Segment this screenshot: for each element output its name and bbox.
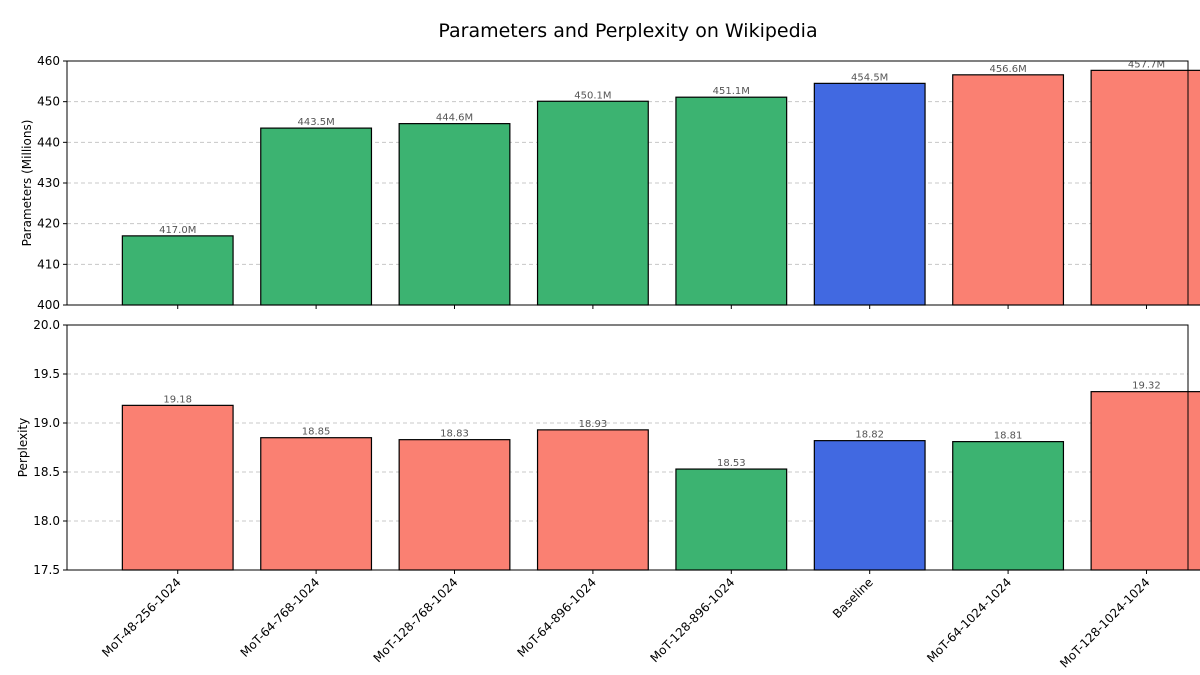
y-tick-label: 18.5 (33, 465, 60, 479)
y-tick-label: 18.0 (33, 514, 60, 528)
chart-panels: 400 410 420 430 440 450 460 417.0M 443.5M 444.6M 4… (16, 54, 1200, 671)
axes-frame (66, 324, 1189, 571)
bar-mot-48-256-1024 (121, 404, 234, 571)
y-tick-label: 400 (37, 298, 60, 312)
bar-value-label: 417.0M (159, 225, 196, 236)
bar-baseline (813, 440, 926, 571)
y-tick-label: 20.0 (33, 318, 60, 332)
bar-mot-48-256-1024 (121, 235, 234, 306)
bar-value-label: 18.53 (717, 458, 746, 469)
bar-mot-64-896-1024 (536, 100, 649, 306)
bar-value-label: 457.7M (1128, 59, 1165, 70)
y-axis-label: Perplexity (16, 418, 30, 478)
panel-2: 17.5 18.0 18.5 19.0 19.5 20.0 19.18 18.85 18.83 1… (16, 318, 1200, 577)
bar-baseline (813, 82, 926, 306)
x-tick-labels: MoT-48-256-1024 MoT-64-768-1024 MoT-128-76… (99, 575, 1152, 670)
y-tick-label: 460 (37, 54, 60, 68)
x-tick-label: MoT-48-256-1024 (99, 575, 184, 660)
bar-value-label: 454.5M (851, 72, 888, 83)
bar-mot-128-896-1024 (675, 96, 788, 306)
y-axis-label: Parameters (Millions) (20, 120, 34, 247)
bar-value-label: 451.1M (713, 86, 750, 97)
bar-value-label: 19.18 (163, 394, 192, 405)
bar-mot-64-768-1024 (260, 127, 373, 306)
bar-mot-64-896-1024 (536, 429, 649, 571)
bar-mot-128-1024-1024 (1090, 391, 1200, 571)
bar-mot-64-1024-1024 (952, 441, 1065, 571)
x-tick-label: MoT-128-1024-1024 (1057, 575, 1152, 670)
y-tick-label: 19.0 (33, 416, 60, 430)
y-tick-label: 19.5 (33, 367, 60, 381)
bar-value-label: 18.81 (994, 431, 1023, 442)
x-tick-label: Baseline (830, 575, 876, 621)
y-tick-label: 420 (37, 217, 60, 231)
y-tick-label: 450 (37, 95, 60, 109)
bar-value-label: 19.32 (1132, 381, 1161, 392)
x-tick-label: MoT-64-896-1024 (514, 575, 599, 660)
y-tick-label: 430 (37, 176, 60, 190)
bar-mot-128-768-1024 (398, 123, 511, 306)
bar-mot-64-768-1024 (260, 437, 373, 571)
x-tick-label: MoT-64-768-1024 (238, 575, 323, 660)
y-tick-label: 410 (37, 257, 60, 271)
bar-mot-64-1024-1024 (952, 74, 1065, 306)
bar-mot-128-768-1024 (398, 439, 511, 571)
bar-mot-128-896-1024 (675, 468, 788, 571)
bar-mot-128-1024-1024 (1090, 69, 1200, 306)
bar-value-label: 443.5M (297, 117, 334, 128)
chart-title: Parameters and Perplexity on Wikipedia (438, 20, 817, 42)
x-tick-label: MoT-128-768-1024 (371, 575, 461, 665)
bar-value-label: 18.83 (440, 429, 469, 440)
bar-value-label: 18.85 (302, 427, 331, 438)
y-tick-label: 17.5 (33, 563, 60, 577)
x-tick-label: MoT-128-896-1024 (647, 575, 737, 665)
bar-value-label: 450.1M (574, 90, 611, 101)
bar-value-label: 18.93 (579, 419, 608, 430)
bar-value-label: 18.82 (855, 430, 884, 441)
bar-value-label: 444.6M (436, 113, 473, 124)
bar-value-label: 456.6M (989, 64, 1026, 75)
x-tick-label: MoT-64-1024-1024 (924, 575, 1014, 665)
axes-frame (66, 60, 1189, 306)
y-tick-label: 440 (37, 135, 60, 149)
panel-1: 400 410 420 430 440 450 460 417.0M 443.5M 444.6M 4… (20, 54, 1200, 312)
